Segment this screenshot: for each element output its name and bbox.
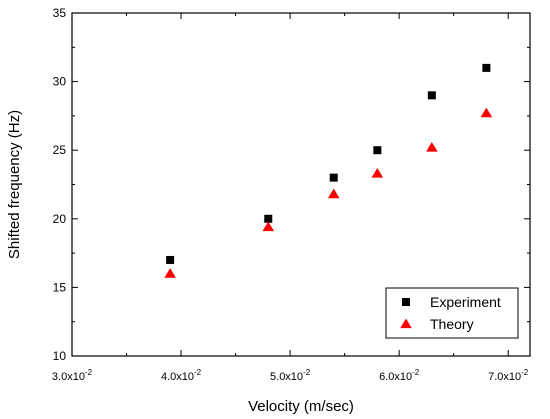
legend-marker xyxy=(400,318,412,329)
theory-point xyxy=(164,268,176,278)
y-tick-label: 10 xyxy=(53,349,67,363)
x-tick-exponent: -2 xyxy=(521,368,529,377)
legend-marker xyxy=(402,298,410,306)
experiment-point xyxy=(264,214,273,223)
experiment-point xyxy=(329,173,338,182)
legend: Experiment Theory xyxy=(385,287,519,339)
series-experiment xyxy=(166,63,491,264)
axes: 10 15 20 25 30 35 3.0x10-2 4.0x10-2 5.0x10-2 6.0x… xyxy=(52,6,531,383)
x-tick-exponent: -2 xyxy=(194,368,202,377)
legend-label: Experiment xyxy=(430,294,501,310)
x-tick-label: 3.0x10-2 xyxy=(52,368,93,383)
x-tick-exponent: -2 xyxy=(303,368,311,377)
legend-label: Theory xyxy=(430,316,474,332)
theory-point xyxy=(327,188,340,199)
x-tick-label: 5.0x10-2 xyxy=(270,368,311,383)
theory-point xyxy=(262,221,275,232)
x-tick-label: 7.0x10-2 xyxy=(488,368,529,383)
x-tick-exponent: -2 xyxy=(412,368,420,377)
x-tick-label: 6.0x10-2 xyxy=(379,368,420,383)
data-points xyxy=(164,63,493,278)
y-tick-label: 25 xyxy=(53,143,67,157)
theory-point xyxy=(426,141,438,152)
experiment-point xyxy=(427,91,436,100)
experiment-point xyxy=(373,146,382,155)
y-axis-label: Shifted frequency (Hz) xyxy=(6,110,23,259)
experiment-point xyxy=(166,255,175,264)
legend-box xyxy=(385,287,519,339)
x-tick-exponent: -2 xyxy=(85,368,93,377)
x-axis-label: Velocity (m/sec) xyxy=(248,398,354,415)
x-tick-label: 4.0x10-2 xyxy=(161,368,202,383)
series-theory xyxy=(164,107,493,278)
theory-point xyxy=(480,107,493,118)
y-tick-label: 35 xyxy=(53,6,67,20)
y-tick-label: 20 xyxy=(53,212,67,226)
theory-point xyxy=(371,168,384,178)
experiment-point xyxy=(482,63,491,72)
y-tick-label: 30 xyxy=(53,75,67,89)
y-tick-label: 15 xyxy=(53,280,67,294)
